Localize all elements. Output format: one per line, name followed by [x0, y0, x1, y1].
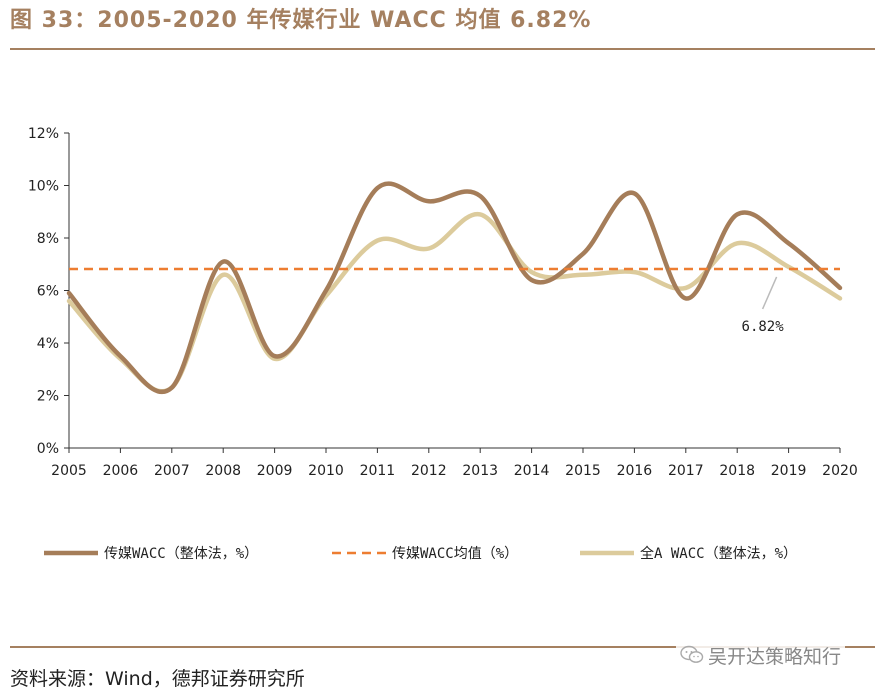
source-note: 资料来源：Wind，德邦证券研究所: [10, 668, 305, 690]
source-divider: [10, 646, 875, 648]
series-layer: [66, 181, 843, 395]
x-tick-label: 2017: [668, 463, 704, 479]
annotation-layer: 6.82%: [742, 276, 785, 335]
axes-layer: 0% 2% 4% 6% 8% 10% 12% 2005 2006 2007 2008 2009 2010…: [28, 126, 858, 479]
x-tick-label: 2020: [822, 463, 858, 479]
x-tick-label: 2016: [617, 463, 653, 479]
y-tick-label: 12%: [28, 126, 59, 142]
x-tick-label: 2006: [103, 463, 139, 479]
x-tick-label: 2014: [514, 463, 550, 479]
y-tick-label: 8%: [37, 231, 59, 247]
y-tick-label: 0%: [37, 441, 59, 457]
x-tick-label: 2005: [51, 463, 87, 479]
x-tick-label: 2009: [257, 463, 293, 479]
wechat-watermark: 吴开达策略知行: [676, 642, 846, 668]
x-tick-label: 2019: [771, 463, 807, 479]
watermark-text: 吴开达策略知行: [708, 645, 842, 668]
x-tick-label: 2015: [565, 463, 601, 479]
wechat-icon: [680, 645, 704, 663]
annotation-leader: [761, 276, 778, 310]
x-tick-label: 2012: [411, 463, 447, 479]
x-tick-label: 2007: [154, 463, 190, 479]
annotation-label: 6.82%: [742, 319, 785, 335]
y-tick-label: 6%: [37, 284, 59, 300]
y-tick-label: 4%: [37, 336, 59, 352]
x-tick-label: 2013: [462, 463, 498, 479]
legend-label-media-wacc-average-line: 传媒WACC均值（%）: [392, 546, 518, 562]
y-tick-label: 10%: [28, 179, 59, 195]
title-divider: [10, 48, 875, 50]
x-tick-label: 2011: [360, 463, 396, 479]
x-tick-label: 2008: [205, 463, 241, 479]
x-tick-label: 2018: [719, 463, 755, 479]
legend-label-media-wacc-line: 传媒WACC（整体法，%）: [104, 546, 258, 562]
media-wacc-line: [66, 181, 843, 395]
x-tick-label: 2010: [308, 463, 344, 479]
figure-title: 图 33：2005-2020 年传媒行业 WACC 均值 6.82%: [10, 8, 592, 33]
legend-layer: 传媒WACC（整体法，%） 传媒WACC均值（%） 全A WACC（整体法，%）: [44, 545, 797, 562]
legend-label-all-a-wacc-line: 全A WACC（整体法，%）: [640, 545, 797, 562]
line-chart: 0% 2% 4% 6% 8% 10% 12% 2005 2006 2007 2008 2009 2010…: [28, 126, 858, 562]
y-tick-label: 2%: [37, 389, 59, 405]
